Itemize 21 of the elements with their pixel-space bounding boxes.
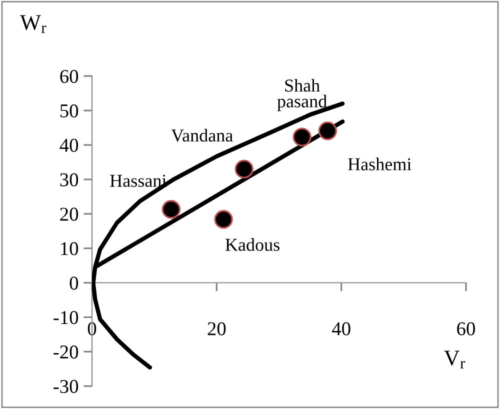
x-tick-label: 20 (208, 322, 226, 336)
x-tick-label: 0 (88, 322, 96, 336)
y-tick-label: 40 (60, 138, 78, 152)
y-tick-label: -10 (54, 311, 78, 324)
x-tick-label: 40 (332, 322, 350, 336)
y-tick-label: 30 (60, 173, 78, 186)
y-tick-label: 0 (70, 276, 78, 290)
y-tick-label: 20 (60, 208, 78, 221)
y-axis-title: W$_{r}$ (20, 15, 46, 33)
y-tick-label: 50 (60, 104, 78, 118)
y-tick-label: -20 (54, 345, 78, 359)
x-axis-title: V$_{r}$ (444, 350, 466, 368)
x-tick-label: 60 (457, 322, 475, 336)
y-tick-label: -30 (54, 380, 78, 394)
annotation: Vandana (171, 128, 233, 142)
annotation: Hashemi (348, 158, 412, 170)
annotation: Shah pasand (277, 78, 327, 112)
y-tick-label: 60 (60, 70, 78, 84)
annotation: Hassani (110, 174, 166, 187)
annotation: Kadous (225, 238, 280, 251)
y-tick-label: 10 (61, 242, 78, 256)
